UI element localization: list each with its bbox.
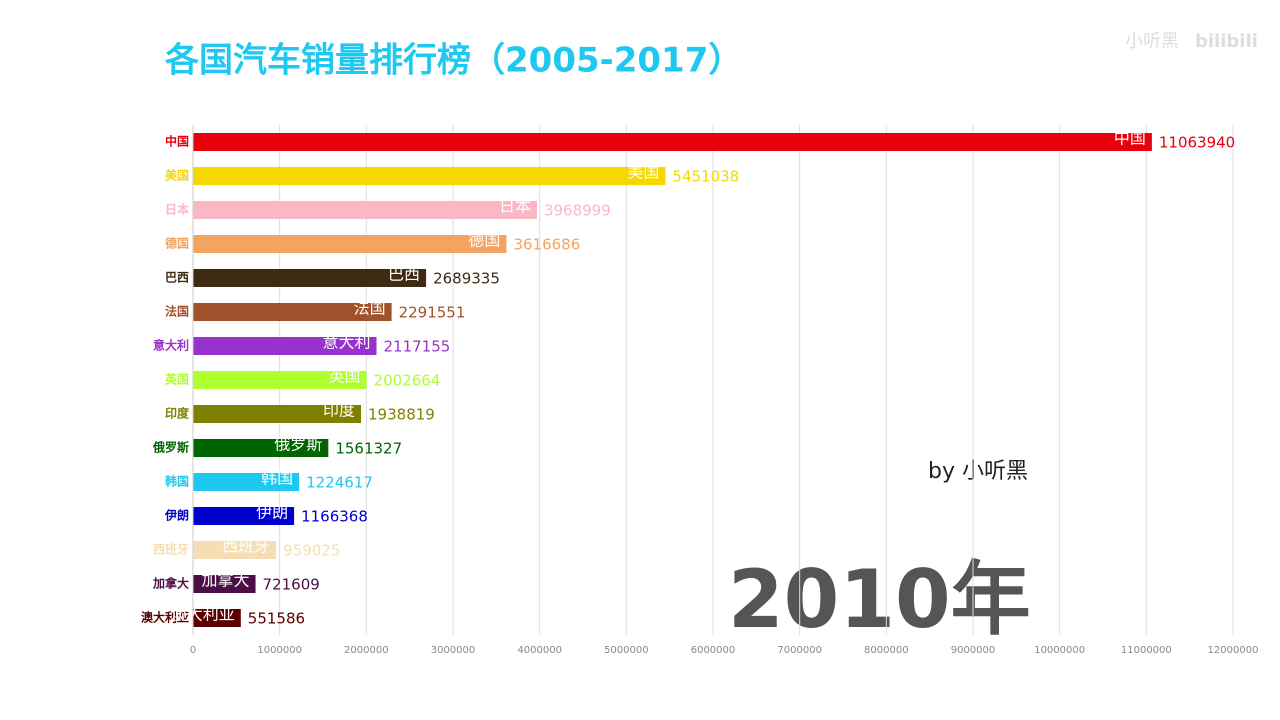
bar [193,303,392,321]
bar [193,473,300,491]
x-tick-label: 12000000 [1208,645,1259,656]
bar-inner-label: 伊朗 [256,503,288,522]
bar-inner-label: 加拿大 [202,571,250,590]
x-tick-label: 9000000 [951,645,996,656]
y-tick-label: 俄罗斯 [152,440,189,455]
value-label: 2002664 [374,372,441,390]
author: by 小听黑 [928,459,1028,484]
bar-inner-label: 澳大利亚 [171,605,235,624]
bar-inner-label: 印度 [323,401,355,420]
y-tick-label: 中国 [165,134,189,149]
y-tick-label: 法国 [165,304,189,319]
year-label: 2010年 [728,553,1031,646]
y-tick-label: 澳大利亚 [141,610,189,625]
x-tick-label: 0 [190,645,196,656]
value-label: 1224617 [306,474,373,492]
bar [193,337,377,355]
bar-inner-label: 美国 [627,163,659,182]
bar [193,133,1152,151]
y-tick-label: 巴西 [165,271,189,285]
x-tick-label: 3000000 [431,645,476,656]
bar [193,167,666,185]
watermark: 小听黑 [1125,31,1179,52]
bar [193,575,256,593]
y-tick-label: 伊朗 [164,508,189,523]
y-tick-label: 西班牙 [153,542,189,557]
bar [193,371,367,389]
y-tick-label: 美国 [165,168,189,183]
value-label: 2117155 [383,338,450,356]
y-tick-label: 意大利 [153,338,189,353]
x-tick-label: 2000000 [344,645,389,656]
bar [193,507,295,525]
bar-inner-label: 意大利 [322,333,370,352]
value-label: 1166368 [301,508,368,526]
value-label: 2689335 [433,270,500,288]
value-label: 3968999 [544,202,611,220]
y-tick-label: 加拿大 [152,576,189,591]
bar-inner-label: 法国 [354,299,386,318]
bar-inner-label: 德国 [468,231,500,250]
value-label: 551586 [248,610,305,628]
bar [193,541,277,559]
value-label: 1938819 [368,406,435,424]
logo: bilibili [1195,31,1258,52]
value-label: 5451038 [672,168,739,186]
bar [193,405,362,423]
x-tick-label: 6000000 [691,645,736,656]
bar [193,609,241,627]
bar [193,201,537,219]
bar-inner-label: 日本 [499,197,531,216]
x-tick-label: 10000000 [1034,645,1085,656]
y-tick-label: 日本 [165,202,189,217]
value-label: 959025 [283,542,340,560]
x-tick-label: 7000000 [777,645,822,656]
bar [193,269,427,287]
value-label: 721609 [263,576,320,594]
bar-inner-label: 俄罗斯 [274,435,322,454]
x-tick-label: 11000000 [1121,645,1172,656]
y-tick-label: 韩国 [165,474,189,489]
value-label: 3616686 [513,236,580,254]
x-tick-label: 8000000 [864,645,909,656]
value-label: 2291551 [399,304,466,322]
x-tick-label: 4000000 [517,645,562,656]
bar-inner-label: 韩国 [261,469,293,488]
bar [193,439,329,457]
x-tick-label: 5000000 [604,645,649,656]
bar [193,235,507,253]
chart-title: 各国汽车销量排行榜（2005-2017） [165,41,742,81]
bar-inner-label: 巴西 [388,265,420,284]
bar-inner-label: 英国 [329,367,361,386]
y-tick-label: 德国 [165,236,189,251]
y-tick-label: 印度 [165,406,190,421]
value-label: 1561327 [335,440,402,458]
y-tick-label: 英国 [165,372,189,387]
x-tick-label: 1000000 [257,645,302,656]
value-label: 11063940 [1159,134,1235,152]
bar-inner-label: 西班牙 [222,537,270,556]
bar-inner-label: 中国 [1114,129,1146,148]
